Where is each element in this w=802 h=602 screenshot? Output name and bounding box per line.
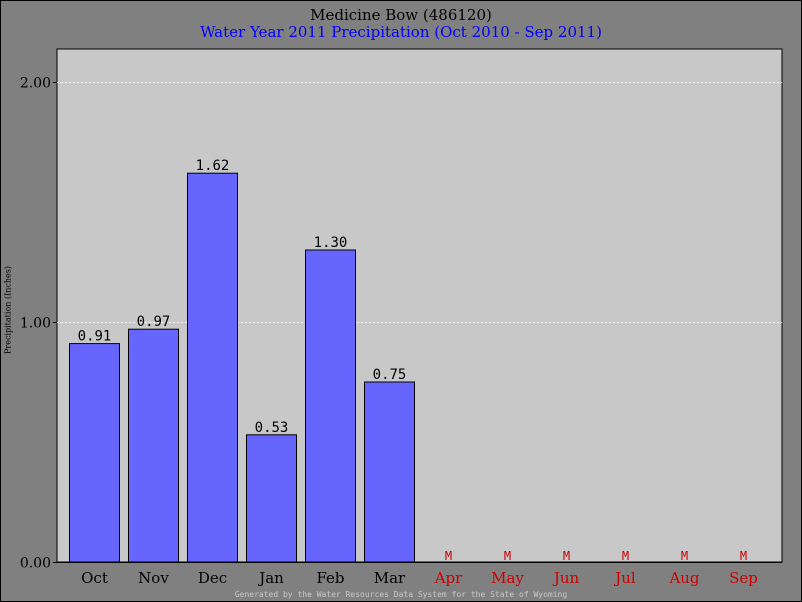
chart-title: Medicine Bow (486120) — [310, 6, 492, 24]
y-tick-label: 1.00 — [20, 316, 51, 332]
bar-value-label: 0.91 — [78, 329, 112, 345]
y-tick-label: 2.00 — [20, 76, 51, 92]
bar — [246, 434, 297, 563]
bar-value-label: 0.75 — [373, 367, 407, 383]
bar-value-label: 1.30 — [314, 235, 348, 251]
x-tick-label: Jun — [552, 569, 580, 587]
chart-subtitle: Water Year 2011 Precipitation (Oct 2010 … — [200, 23, 602, 41]
bar-value-label: 0.97 — [137, 314, 171, 330]
x-tick-label: Sep — [729, 569, 758, 587]
x-tick-label: Dec — [198, 569, 227, 587]
bar — [187, 172, 238, 563]
missing-marker: M — [563, 549, 570, 563]
x-tick-label: Nov — [138, 569, 169, 587]
bar — [128, 328, 179, 563]
bar — [305, 249, 356, 563]
bar-value-label: 1.62 — [196, 158, 230, 174]
y-tick-label: 0.00 — [20, 556, 51, 572]
bar — [364, 381, 415, 563]
missing-marker: M — [622, 549, 629, 563]
x-tick-label: Oct — [81, 569, 108, 587]
x-tick-label: Jan — [257, 569, 284, 587]
x-tick-label: May — [491, 569, 524, 587]
x-tick-label: Jul — [613, 569, 636, 587]
missing-marker: M — [740, 549, 747, 563]
missing-marker: M — [681, 549, 688, 563]
bar-value-label: 0.53 — [255, 420, 289, 436]
missing-marker: M — [504, 549, 511, 563]
x-tick-label: Feb — [316, 569, 344, 587]
x-tick-label: Aug — [668, 569, 699, 587]
missing-marker: M — [445, 549, 452, 563]
bar — [69, 343, 120, 563]
footer-credit: Generated by the Water Resources Data Sy… — [234, 590, 568, 599]
x-tick-label: Mar — [374, 569, 406, 587]
x-tick-label: Apr — [434, 569, 463, 587]
